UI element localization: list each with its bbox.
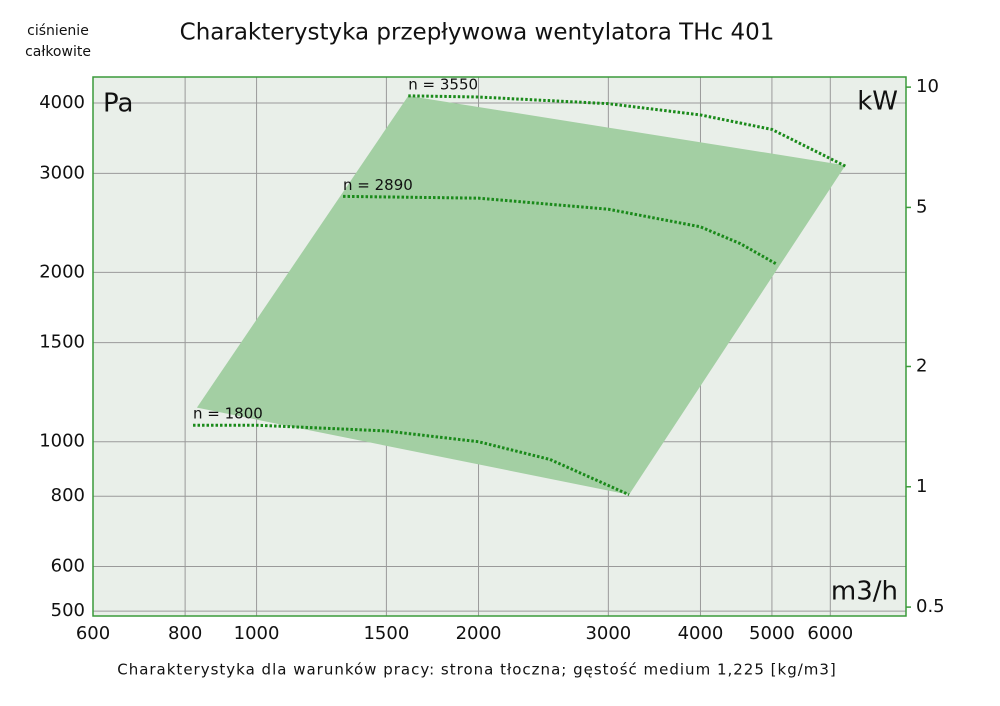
x-tick-label: 800 [168, 623, 202, 644]
y-axis-label: ciśnienie [27, 23, 89, 39]
plot-frame [92, 76, 907, 617]
x-tick-label: 3000 [585, 623, 631, 644]
y2-unit: kW [857, 87, 898, 117]
y2-tick-label: 2 [916, 355, 927, 376]
chart-title: Charakterystyka przepływowa wentylatora … [180, 20, 775, 46]
series-line [193, 423, 630, 497]
y-tick-label: 3000 [39, 162, 85, 183]
x-tick-label: 4000 [678, 623, 724, 644]
x-unit: m3/h [831, 577, 898, 607]
y2-tick-label: 1 [916, 476, 927, 497]
x-tick-label: 600 [76, 623, 110, 644]
y-tick-label: 1500 [39, 332, 85, 353]
series-label: n = 3550 [408, 75, 478, 93]
y-tick-label: 1000 [39, 431, 85, 452]
y-tick-label: 2000 [39, 261, 85, 282]
y2-tick-label: 0.5 [916, 596, 945, 617]
series-line [408, 94, 847, 168]
x-tick-label: 5000 [749, 623, 795, 644]
x-tick-label: 1500 [363, 623, 409, 644]
y-unit: Pa [103, 89, 133, 119]
series-line [343, 194, 778, 266]
series-label: n = 2890 [343, 176, 413, 194]
y2-tick-label: 5 [916, 196, 927, 217]
y-tick-label: 800 [51, 485, 85, 506]
footnote: Charakterystyka dla warunków pracy: stro… [117, 661, 837, 679]
y-axis-label: całkowite [25, 44, 91, 60]
y-tick-label: 4000 [39, 92, 85, 113]
x-tick-label: 2000 [456, 623, 502, 644]
y2-tick-label: 10 [916, 76, 939, 97]
series-label: n = 1800 [193, 405, 263, 423]
x-tick-label: 1000 [234, 623, 280, 644]
x-tick-label: 6000 [807, 623, 853, 644]
y-tick-label: 600 [51, 556, 85, 577]
y-tick-label: 500 [51, 600, 85, 621]
